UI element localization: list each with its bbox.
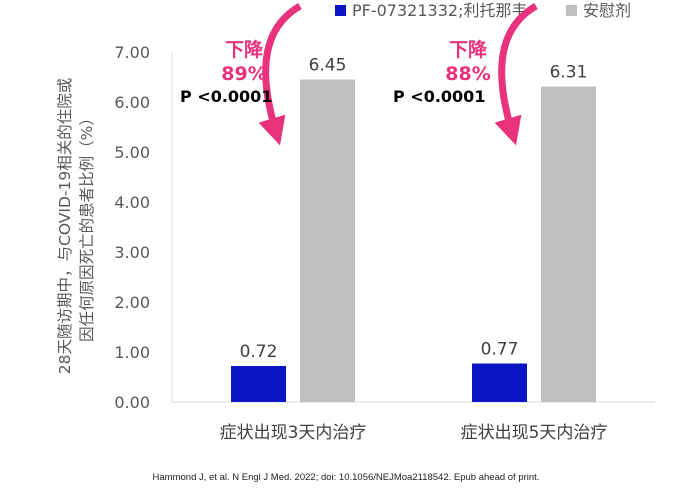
y-axis-label-line-1: 28天随访期中，与COVID-19相关的住院或 xyxy=(55,78,74,374)
data-labels: 0.72 6.45 0.77 6.31 xyxy=(240,56,588,363)
annotation-group-1: 下降 89% P <0.0001 xyxy=(180,2,302,146)
legend-label-placebo: 安慰剂 xyxy=(583,1,631,20)
legend-label-drug: PF-07321332;利托那韦 xyxy=(352,1,527,20)
legend: PF-07321332;利托那韦 安慰剂 xyxy=(335,1,631,20)
y-tick-label: 4.00 xyxy=(114,193,150,212)
citation-text: Hammond J, et al. N Engl J Med. 2022; do… xyxy=(153,472,540,483)
y-axis-label-line-2: 因任何原因死亡的患者比例（%） xyxy=(78,110,96,342)
legend-swatch-placebo xyxy=(566,5,577,16)
p-value-1: P <0.0001 xyxy=(180,87,272,106)
y-tick-label: 6.00 xyxy=(114,93,150,112)
down-arrow-icon xyxy=(494,2,538,146)
category-label-2: 症状出现5天内治疗 xyxy=(461,423,608,443)
decrease-label-1: 下降 xyxy=(225,38,264,61)
decrease-percent-1: 89% xyxy=(221,63,266,85)
y-tick-label: 0.00 xyxy=(114,393,150,412)
data-label: 0.77 xyxy=(481,340,519,360)
data-label: 0.72 xyxy=(240,342,278,362)
annotation-group-2: 下降 88% P <0.0001 xyxy=(393,2,538,146)
decrease-percent-2: 88% xyxy=(445,63,490,85)
y-tick-label: 2.00 xyxy=(114,293,150,312)
legend-swatch-drug xyxy=(335,5,346,16)
y-axis-ticks: 0.00 1.00 2.00 3.00 4.00 5.00 6.00 7.00 xyxy=(114,43,150,412)
data-label: 6.31 xyxy=(550,63,588,83)
category-label-1: 症状出现3天内治疗 xyxy=(220,423,367,443)
bar-placebo xyxy=(541,86,596,402)
down-arrow-icon xyxy=(258,2,302,146)
bars xyxy=(231,79,596,402)
data-label: 6.45 xyxy=(309,56,347,76)
bar-drug xyxy=(231,366,286,402)
y-tick-label: 7.00 xyxy=(114,43,150,62)
y-tick-label: 3.00 xyxy=(114,243,150,262)
decrease-label-2: 下降 xyxy=(449,38,488,61)
y-axis-label: 28天随访期中，与COVID-19相关的住院或 因任何原因死亡的患者比例（%） xyxy=(55,78,96,374)
y-tick-label: 5.00 xyxy=(114,143,150,162)
p-value-2: P <0.0001 xyxy=(393,87,485,106)
y-tick-label: 1.00 xyxy=(114,343,150,362)
bar-placebo xyxy=(300,79,355,402)
bar-drug xyxy=(472,363,527,402)
